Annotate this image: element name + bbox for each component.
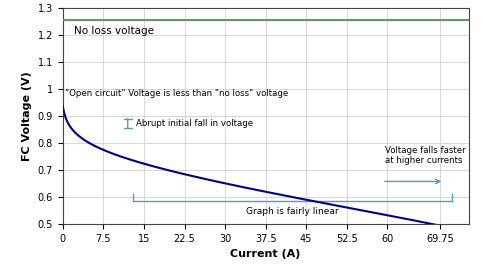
- Y-axis label: FC Voltage (V): FC Voltage (V): [22, 71, 32, 161]
- Text: "Open circuit" Voltage is less than "no loss" voltage: "Open circuit" Voltage is less than "no …: [65, 89, 288, 98]
- Text: Abrupt initial fall in voltage: Abrupt initial fall in voltage: [136, 119, 253, 128]
- X-axis label: Current (A): Current (A): [230, 249, 301, 259]
- Text: No loss voltage: No loss voltage: [73, 26, 154, 36]
- Text: Voltage falls faster
at higher currents: Voltage falls faster at higher currents: [384, 146, 465, 165]
- Text: Graph is fairly linear: Graph is fairly linear: [246, 207, 339, 216]
